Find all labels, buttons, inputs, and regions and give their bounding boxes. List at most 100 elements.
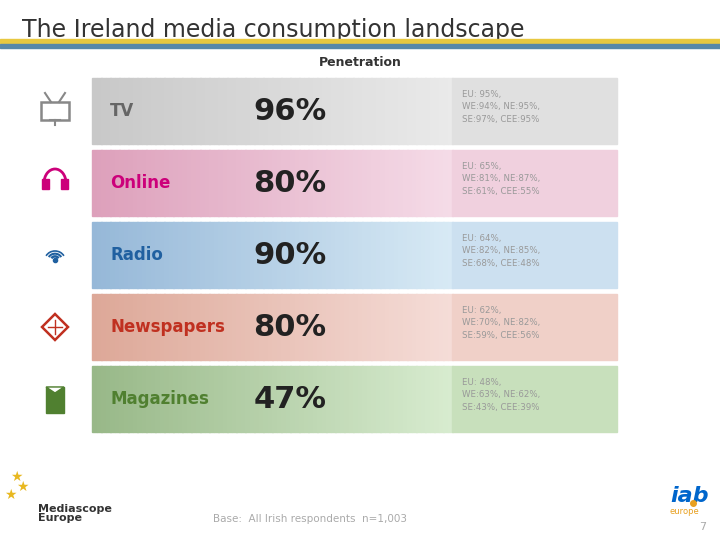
Bar <box>101 366 107 432</box>
Bar <box>164 294 169 360</box>
Bar <box>276 294 282 360</box>
Bar <box>348 78 354 144</box>
Bar <box>142 150 147 216</box>
Bar <box>92 294 97 360</box>
Bar <box>168 222 174 288</box>
Bar <box>276 78 282 144</box>
Bar <box>353 294 359 360</box>
Bar <box>281 150 287 216</box>
Bar <box>407 150 413 216</box>
Bar <box>389 150 395 216</box>
Bar <box>420 222 426 288</box>
Bar <box>191 222 197 288</box>
Bar <box>376 222 381 288</box>
Bar <box>438 222 444 288</box>
Bar <box>214 294 219 360</box>
Bar <box>204 78 210 144</box>
Bar <box>384 78 390 144</box>
Bar <box>209 294 215 360</box>
Bar <box>416 366 421 432</box>
Bar <box>286 366 291 432</box>
Text: Europe: Europe <box>38 513 82 523</box>
Bar <box>340 150 345 216</box>
Bar <box>317 222 323 288</box>
Bar <box>330 294 336 360</box>
Bar <box>322 78 327 144</box>
Bar <box>340 366 345 432</box>
Bar <box>106 150 111 216</box>
Text: TV: TV <box>110 102 134 120</box>
Bar <box>110 294 115 360</box>
Bar <box>164 366 169 432</box>
Bar <box>384 366 390 432</box>
Bar <box>286 78 291 144</box>
Bar <box>137 294 143 360</box>
Bar <box>434 78 439 144</box>
Bar <box>286 150 291 216</box>
Bar <box>96 366 102 432</box>
Bar <box>430 294 435 360</box>
Text: iab: iab <box>670 486 708 506</box>
Bar <box>376 150 381 216</box>
Bar <box>317 150 323 216</box>
Bar <box>308 294 313 360</box>
Bar <box>276 366 282 432</box>
Bar <box>304 294 309 360</box>
Bar <box>366 150 372 216</box>
Bar <box>236 222 241 288</box>
Bar <box>96 294 102 360</box>
Bar <box>268 366 273 432</box>
Bar <box>312 366 318 432</box>
Text: EU: 48%,
WE:63%, NE:62%,
SE:43%, CEE:39%: EU: 48%, WE:63%, NE:62%, SE:43%, CEE:39% <box>462 378 540 412</box>
Bar <box>402 150 408 216</box>
Bar <box>250 78 255 144</box>
Bar <box>254 78 259 144</box>
Bar <box>178 366 183 432</box>
Bar <box>380 222 385 288</box>
Bar <box>268 294 273 360</box>
Bar <box>173 222 179 288</box>
Bar <box>258 222 264 288</box>
Bar <box>317 294 323 360</box>
Bar <box>232 366 237 432</box>
Bar <box>222 78 228 144</box>
Bar <box>146 222 151 288</box>
Bar <box>200 78 205 144</box>
Bar <box>150 366 156 432</box>
Bar <box>240 366 246 432</box>
Bar <box>290 222 295 288</box>
Bar <box>236 366 241 432</box>
Bar <box>254 366 259 432</box>
Bar <box>344 366 349 432</box>
Bar <box>137 366 143 432</box>
Bar <box>272 294 277 360</box>
Bar <box>218 78 223 144</box>
Bar <box>173 366 179 432</box>
Bar <box>290 78 295 144</box>
Text: EU: 65%,
WE:81%, NE:87%,
SE:61%, CEE:55%: EU: 65%, WE:81%, NE:87%, SE:61%, CEE:55% <box>462 162 540 196</box>
Text: EU: 64%,
WE:82%, NE:85%,
SE:68%, CEE:48%: EU: 64%, WE:82%, NE:85%, SE:68%, CEE:48% <box>462 234 540 268</box>
Bar <box>168 78 174 144</box>
Bar <box>420 150 426 216</box>
Text: EU: 95%,
WE:94%, NE:95%,
SE:97%, CEE:95%: EU: 95%, WE:94%, NE:95%, SE:97%, CEE:95% <box>462 90 540 124</box>
Bar <box>124 222 129 288</box>
Bar <box>434 294 439 360</box>
Bar <box>452 294 617 360</box>
Bar <box>110 150 115 216</box>
Bar <box>362 78 367 144</box>
Bar <box>376 366 381 432</box>
Bar <box>348 222 354 288</box>
Bar <box>101 222 107 288</box>
Bar <box>272 150 277 216</box>
Bar <box>353 78 359 144</box>
Bar <box>384 294 390 360</box>
Bar <box>218 222 223 288</box>
Bar <box>443 150 449 216</box>
Bar <box>218 366 223 432</box>
Bar <box>222 366 228 432</box>
Bar <box>204 150 210 216</box>
Bar <box>304 366 309 432</box>
Bar <box>240 222 246 288</box>
Bar <box>101 150 107 216</box>
Bar <box>186 78 192 144</box>
